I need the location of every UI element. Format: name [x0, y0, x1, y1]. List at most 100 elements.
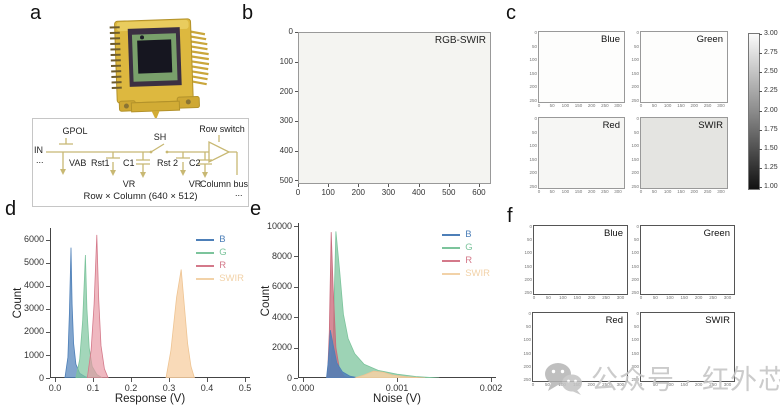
x-tick-mark — [131, 378, 132, 382]
series-R — [86, 234, 109, 378]
mini-y-tick-label: 150 — [631, 70, 639, 76]
colorbar-tick-label: 3.00 — [764, 30, 778, 37]
panel-f-subpanel-blue: Blue 0 50 100 150 200 250 0 50 100 150 200 250 300 — [524, 224, 628, 300]
circuit-label-vr1: VR — [122, 179, 136, 189]
y-tick-label: 0 — [288, 27, 293, 37]
mini-x-tick-label: 100 — [561, 103, 570, 108]
x-tick-mark — [328, 184, 330, 187]
mini-x-tick-label: 50 — [651, 189, 657, 194]
x-tick-label: 0.0 — [48, 383, 62, 393]
panel-c-subpanel-red: Red 0 50 100 150 200 250 0 50 100 150 200 250 300 — [529, 116, 625, 194]
legend-label: R — [465, 255, 473, 266]
mini-y-tick-label: 150 — [529, 70, 537, 76]
mini-y-tick-label: 250 — [631, 289, 639, 295]
panel-b-title: RGB-SWIR — [434, 35, 486, 46]
mini-y-tick-label: 100 — [631, 337, 639, 343]
y-tick-label: 100 — [279, 56, 293, 66]
mini-x-tick-label: 150 — [574, 103, 583, 108]
circuit-label-gpol: GPOL — [62, 126, 88, 136]
panel-e-ylabel: Count — [260, 285, 272, 316]
x-tick-label: 100 — [321, 188, 335, 197]
circuit-label-vr2: VR — [188, 179, 202, 189]
mini-y-tick-label: 100 — [631, 250, 639, 256]
y-tick-mark — [46, 285, 50, 287]
panel-d-histograms — [64, 234, 195, 378]
subpanel-title: Blue — [603, 228, 623, 239]
y-tick-mark — [294, 317, 298, 319]
panel-a-label: a — [30, 2, 42, 24]
panel-c-subpanel-swir: SWIR 0 50 100 150 200 250 0 50 100 150 200 250 300 — [631, 116, 728, 194]
legend-label: SWIR — [465, 268, 490, 279]
y-tick-mark — [294, 347, 298, 349]
mini-x-tick-label: 200 — [694, 382, 703, 387]
colorbar-tick-mark — [759, 110, 762, 112]
y-tick-label: 8000 — [271, 251, 292, 262]
y-tick-mark — [46, 378, 50, 379]
circuit-label-vab: VAB — [69, 158, 87, 168]
x-tick-label: 300 — [381, 188, 396, 197]
mini-x-tick-label: 300 — [717, 189, 725, 194]
y-tick-mark — [295, 91, 298, 93]
y-tick-mark — [294, 226, 298, 228]
mini-y-tick-label: 200 — [529, 170, 537, 176]
mini-x-tick-label: 0 — [537, 103, 541, 108]
legend-line — [196, 264, 215, 267]
legend-item-G: G — [196, 247, 244, 258]
legend-line — [442, 233, 461, 236]
x-tick-mark — [418, 184, 420, 187]
x-tick-label: 0.002 — [479, 383, 503, 393]
panel-e-plot: B G R SWIR Count Noise (V) 0.000 0.001 0.002 0… — [260, 221, 502, 405]
x-tick-label: 200 — [351, 188, 365, 197]
subpanel-title: SWIR — [698, 120, 723, 131]
y-tick-mark — [295, 180, 298, 182]
x-tick-mark — [478, 184, 480, 187]
x-tick-mark — [491, 378, 492, 382]
mini-y-tick-label: 150 — [523, 350, 531, 356]
panel-d-plot: B G R SWIR Count Response (V) 0.0 0.1 0.2 0.3 0… — [12, 228, 251, 405]
mini-x-tick-label: 150 — [680, 382, 688, 387]
mini-y-tick-label: 100 — [631, 143, 639, 149]
mini-y-tick-label: 50 — [525, 324, 531, 330]
y-tick-label: 5000 — [23, 257, 44, 268]
colorbar-tick-label: 2.00 — [764, 106, 778, 114]
mini-x-tick-label: 0 — [639, 103, 643, 108]
legend-label: R — [219, 260, 227, 271]
colorbar-tick-label: 2.75 — [764, 49, 778, 57]
mini-y-tick-label: 100 — [529, 57, 537, 63]
y-tick-label: 2000 — [271, 342, 292, 353]
subpanel-title: SWIR — [705, 315, 730, 326]
legend-line — [196, 277, 215, 280]
y-tick-label: 1000 — [23, 349, 44, 360]
colorbar-tick-mark — [759, 148, 762, 150]
x-tick-mark — [207, 378, 208, 382]
legend-label: B — [465, 229, 472, 240]
mini-y-tick-label: 50 — [633, 237, 639, 243]
colorbar-tick-label: 1.25 — [764, 163, 778, 171]
x-tick-label: 600 — [472, 188, 486, 197]
mini-y-tick-label: 150 — [631, 263, 639, 269]
panel-c-subpanel-green: Green 0 50 100 150 200 250 0 50 100 150 200 250 300 — [631, 30, 728, 108]
panel-e-xlabel: Noise (V) — [373, 393, 421, 405]
wechat-icon — [545, 362, 582, 395]
y-tick-mark — [46, 239, 50, 241]
mini-y-tick-label: 0 — [528, 311, 531, 316]
series-G — [328, 231, 440, 378]
y-tick-label: 10000 — [266, 220, 292, 231]
x-tick-mark — [298, 184, 299, 187]
circuit-label-row-switch: Row switch — [199, 124, 245, 134]
y-tick-mark — [294, 378, 298, 379]
y-tick-mark — [295, 150, 298, 152]
colorbar-tick-label: 2.50 — [764, 68, 778, 76]
panel-d-axes — [50, 228, 250, 378]
mini-y-tick-label: 150 — [631, 350, 639, 356]
x-tick-mark — [358, 184, 360, 187]
panel-f-subpanel-green: Green 0 50 100 150 200 250 0 50 100 150 200 250 300 — [631, 224, 735, 300]
panel-c-subpanel-blue: Blue 0 50 100 150 200 250 0 50 100 150 200 250 300 — [529, 30, 625, 108]
panel-b-image — [298, 32, 491, 184]
watermark-text: 公众号 · 红外芯闻 — [591, 365, 780, 395]
mini-y-tick-label: 200 — [529, 84, 537, 90]
mini-x-tick-label: 200 — [690, 103, 699, 108]
circuit-label-sh: SH — [153, 132, 167, 142]
mini-x-tick-label: 100 — [558, 382, 566, 387]
